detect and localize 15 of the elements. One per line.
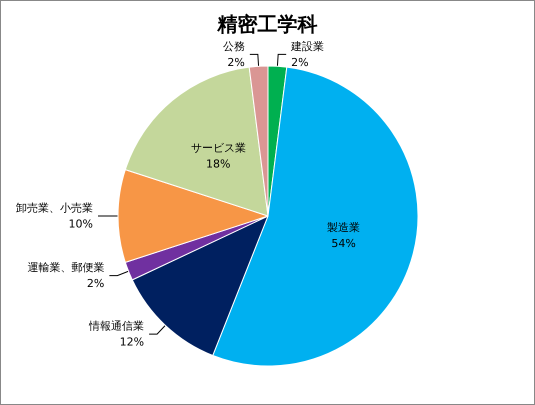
slice-label: 公務 [222,40,245,53]
chart-title: 精密工学科 [216,12,318,36]
slice-label: 卸売業、小売業 [16,202,93,214]
data-label: 10% [68,218,93,230]
slice-label: サービス業 [190,141,246,154]
data-label: 54% [331,236,356,250]
data-label: 2% [86,277,104,290]
data-label: 2% [227,56,245,69]
slice-label: 製造業 [327,220,360,234]
slice-label: 情報通信業 [88,320,144,333]
slice-label: 建設業 [290,40,324,53]
data-label: 12% [120,336,144,349]
data-label: 2% [291,56,309,69]
data-label: 18% [206,157,231,170]
slice-label: 運輸業、郵便業 [27,261,104,274]
